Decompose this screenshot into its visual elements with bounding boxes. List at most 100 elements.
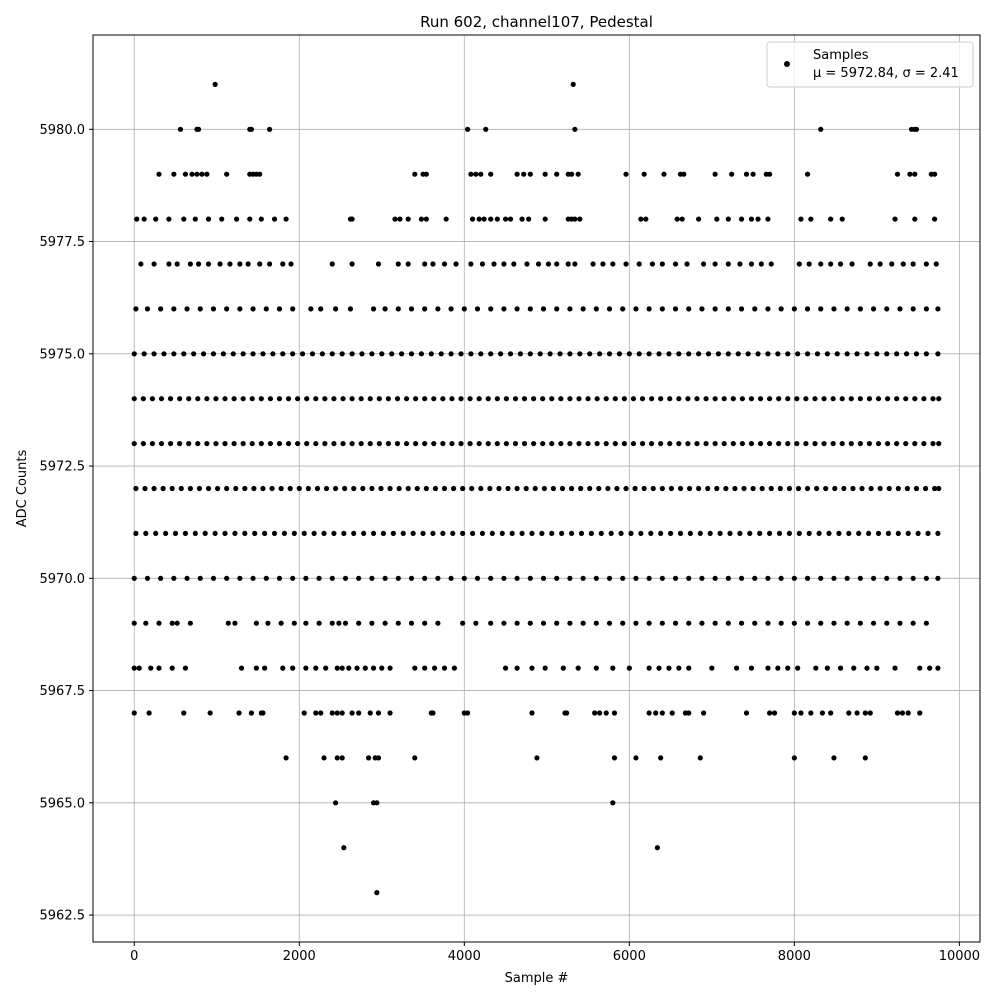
data-point [766,530,773,537]
data-point [791,306,797,312]
data-point [224,575,230,581]
data-point [205,216,212,222]
data-point [529,665,535,671]
data-point [389,351,395,357]
data-point [283,755,289,761]
data-point [572,261,578,267]
data-point [712,620,718,626]
data-point [705,485,711,492]
data-point [458,396,464,402]
data-point [857,575,863,581]
data-point [360,485,366,492]
data-point [249,440,255,447]
data-point [339,351,345,357]
data-point [213,440,219,447]
data-point [408,620,415,626]
legend-marker [784,61,790,67]
data-point [347,306,354,312]
data-point [776,396,782,402]
data-point [376,396,382,402]
data-point [844,620,850,626]
data-point [687,530,693,537]
data-point [593,306,599,312]
data-point [587,485,593,492]
data-point [923,351,929,357]
data-point [432,485,439,492]
data-point [367,440,373,447]
data-point [382,620,388,626]
data-point [649,396,655,402]
data-point [217,261,223,267]
data-point [818,575,824,581]
data-point [351,530,357,537]
data-point [334,755,340,761]
data-point [743,171,750,177]
data-point [795,665,801,671]
data-point [903,396,909,402]
data-point [884,620,890,626]
data-point [369,485,375,492]
data-point [717,530,723,537]
data-point [278,485,284,492]
data-point [131,396,137,402]
data-point [177,126,184,132]
data-point [412,665,418,671]
data-point [276,396,283,402]
data-point [777,485,783,492]
data-point [449,396,455,402]
data-point [240,440,246,447]
data-point [301,710,307,716]
data-point [331,396,337,402]
data-point [537,351,543,357]
data-point [912,396,918,402]
data-point [910,575,916,581]
data-point [866,440,873,447]
data-point [785,665,791,671]
data-point [592,710,598,716]
data-point [231,396,237,402]
data-point [356,575,362,581]
data-point [618,530,624,537]
data-point [831,620,837,626]
data-point [804,351,811,357]
data-point [529,710,535,716]
data-point [610,665,616,671]
data-point [283,216,289,222]
data-point [877,485,883,492]
data-point [539,530,545,537]
data-point [611,755,618,761]
data-point [646,306,652,312]
data-point [136,665,142,671]
data-point [755,216,761,222]
data-point [503,396,509,402]
y-tick-label: 5965.0 [40,796,86,811]
data-point [936,440,942,447]
data-point [485,396,491,402]
data-point [577,351,583,357]
data-point [824,665,830,671]
data-point [626,665,632,671]
data-point [700,710,707,716]
data-point [633,620,639,626]
data-point [379,665,385,671]
data-point [857,440,863,447]
data-point [405,216,411,222]
data-point [257,261,263,267]
data-point [458,351,464,357]
data-point [267,440,273,447]
data-point [577,216,583,222]
data-point [668,485,675,492]
data-point [758,261,764,267]
data-point [356,710,362,716]
data-point [144,306,151,312]
data-point [303,575,309,581]
data-point [912,440,918,447]
data-point [626,351,632,357]
data-point [895,485,901,492]
data-point [260,485,266,492]
data-point [839,396,845,402]
data-point [248,126,255,132]
data-point [187,261,193,267]
data-point [659,620,665,626]
